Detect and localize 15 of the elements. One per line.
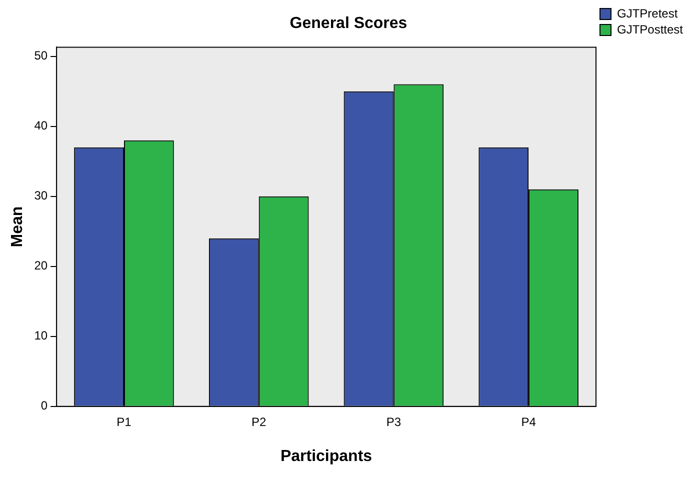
chart-title: General Scores [290,15,408,32]
y-tick-label: 0 [40,398,48,413]
y-tick-label: 10 [34,328,48,343]
y-tick-label: 40 [34,118,48,133]
x-tick-label: P3 [386,414,402,429]
y-tick-label: 50 [34,48,48,63]
x-axis-title: Participants [280,448,372,465]
x-tick-label: P4 [521,414,536,429]
y-tick-label: 20 [34,258,48,273]
y-tick-label: 30 [34,188,48,203]
x-tick-label: P2 [251,414,266,429]
y-axis-title: Mean [9,206,26,248]
legend-label: GJTPosttest [616,22,684,36]
legend-label: GJTPretest [616,6,678,20]
x-tick-label: P1 [116,414,132,429]
